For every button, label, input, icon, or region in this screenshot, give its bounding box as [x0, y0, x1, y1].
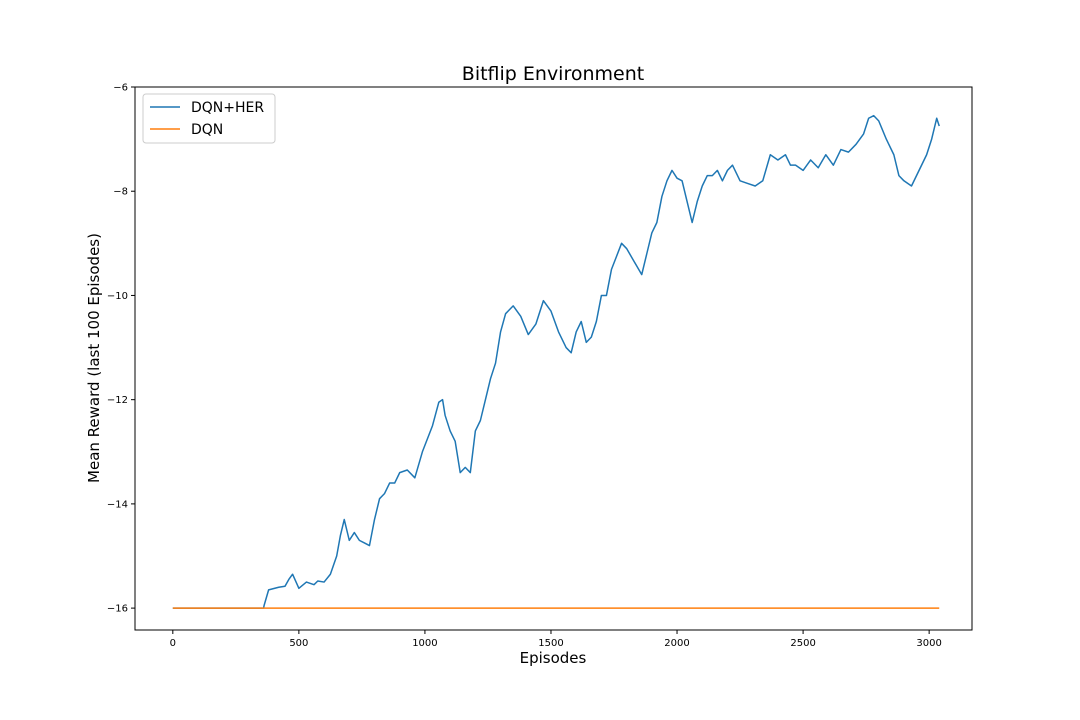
x-tick-label: 500 [289, 638, 308, 649]
x-tick-label: 1000 [412, 638, 437, 649]
x-tick-label: 1500 [538, 638, 563, 649]
legend-label: DQN [191, 122, 223, 138]
x-tick-label: 2500 [790, 638, 815, 649]
plot-area [134, 86, 973, 631]
y-tick-label: −14 [107, 499, 128, 510]
y-axis-label: Mean Reward (last 100 Episodes) [85, 233, 103, 483]
chart-title: Bitflip Environment [462, 63, 644, 85]
y-tick-label: −12 [107, 395, 128, 406]
x-tick-label: 2000 [664, 638, 689, 649]
y-tick-label: −10 [107, 291, 128, 302]
series-line-dqn-her [172, 114, 940, 609]
plot-frame [134, 86, 973, 631]
y-tick-label: −16 [107, 604, 128, 615]
x-axis-ticks: 0 500 1000 1500 2000 2500 3000 [170, 630, 942, 649]
x-tick-label: 0 [170, 638, 176, 649]
y-axis-ticks: −16 −14 −12 −10 −8 −6 [107, 83, 135, 615]
legend: DQN+HER DQN [142, 93, 276, 144]
x-axis-label: Episodes [520, 649, 587, 667]
series-layer [172, 114, 940, 609]
legend-label: DQN+HER [191, 100, 264, 116]
y-tick-label: −8 [113, 187, 128, 198]
x-tick-label: 3000 [916, 638, 941, 649]
y-tick-label: −6 [113, 83, 128, 94]
